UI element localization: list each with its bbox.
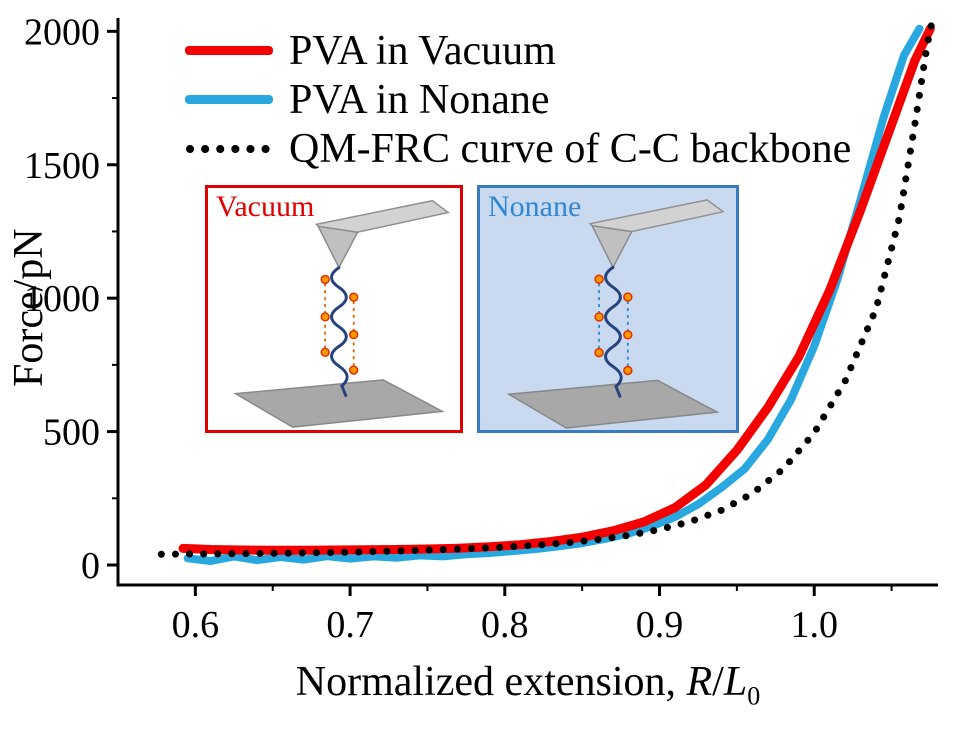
inset-nonane: Nonane <box>477 185 739 433</box>
series-pva-in-nonane <box>183 24 924 565</box>
afm-illustration-vacuum <box>233 199 450 428</box>
substrate <box>233 379 445 428</box>
series-qm-frc-curve-of-c-c-backbone <box>157 11 937 558</box>
y-tick-label: 1000 <box>24 278 100 320</box>
legend-item-qmfrc: QM-FRC curve of C-C backbone <box>185 124 851 173</box>
x-tick-label: 0.9 <box>636 604 684 646</box>
side-group-icon <box>594 274 604 284</box>
side-group-icon <box>623 330 633 340</box>
x-axis-label: Normalized extension, R/L0 <box>118 658 938 711</box>
side-group-icon <box>623 365 633 376</box>
x-tick-label: 0.7 <box>326 604 374 646</box>
x-axis-slash: / <box>712 659 724 705</box>
inset-nonane-label: Nonane <box>488 190 582 223</box>
legend-label-vacuum: PVA in Vacuum <box>289 27 556 74</box>
y-tick-label: 500 <box>43 412 100 454</box>
polymer-chain <box>604 265 623 398</box>
legend-item-vacuum: PVA in Vacuum <box>185 26 851 75</box>
cantilever-tip <box>590 224 633 269</box>
cantilever-tip <box>316 225 359 270</box>
side-group-icon <box>320 347 330 357</box>
side-group-icon <box>320 274 330 285</box>
hydroxyl-side-groups <box>320 274 359 375</box>
side-group-icon <box>349 292 359 302</box>
substrate <box>506 379 720 429</box>
y-tick-label: 1500 <box>24 145 100 187</box>
x-tick-label: 0.6 <box>172 604 220 646</box>
x-axis-var-l: L <box>723 659 748 705</box>
y-tick-label: 2000 <box>24 11 100 53</box>
hydroxyl-side-groups <box>594 274 633 376</box>
x-tick-label: 0.8 <box>481 604 529 646</box>
side-group-icon <box>349 365 359 375</box>
x-axis-var-r: R <box>686 659 713 705</box>
y-tick-label: 0 <box>81 545 100 587</box>
x-axis-label-text: Normalized extension, <box>295 659 687 705</box>
blue-line-swatch <box>185 95 273 104</box>
side-group-icon <box>623 292 633 302</box>
legend: PVA in Vacuum PVA in Nonane QM-FRC curve… <box>185 26 851 173</box>
side-group-icon <box>594 312 604 322</box>
axes: 0 500 1000 1500 2000 0.6 0.7 0.8 0.9 1.0 <box>24 11 938 646</box>
series-pva-in-vacuum <box>178 24 935 555</box>
hydrogen-bonds <box>324 283 355 369</box>
red-line-swatch <box>185 46 273 55</box>
legend-label-nonane: PVA in Nonane <box>289 76 550 123</box>
x-axis-subscript: 0 <box>747 681 761 711</box>
x-tick-label: 1.0 <box>790 604 838 646</box>
legend-item-nonane: PVA in Nonane <box>185 75 851 124</box>
inset-vacuum: Vacuum <box>205 185 463 433</box>
afm-setup <box>506 199 725 429</box>
side-group-icon <box>320 312 330 322</box>
side-group-icon <box>349 329 359 340</box>
legend-label-qmfrc: QM-FRC curve of C-C backbone <box>289 125 852 172</box>
afm-setup <box>233 199 450 428</box>
side-group-icon <box>594 347 604 358</box>
inset-vacuum-label: Vacuum <box>216 190 315 223</box>
polymer-chain <box>330 266 349 398</box>
curves <box>157 11 937 565</box>
y-axis-label: Force/pN <box>6 228 52 388</box>
hydrogen-bonds <box>598 283 629 369</box>
dotted-line-swatch <box>186 144 272 153</box>
afm-illustration-nonane <box>506 199 725 429</box>
